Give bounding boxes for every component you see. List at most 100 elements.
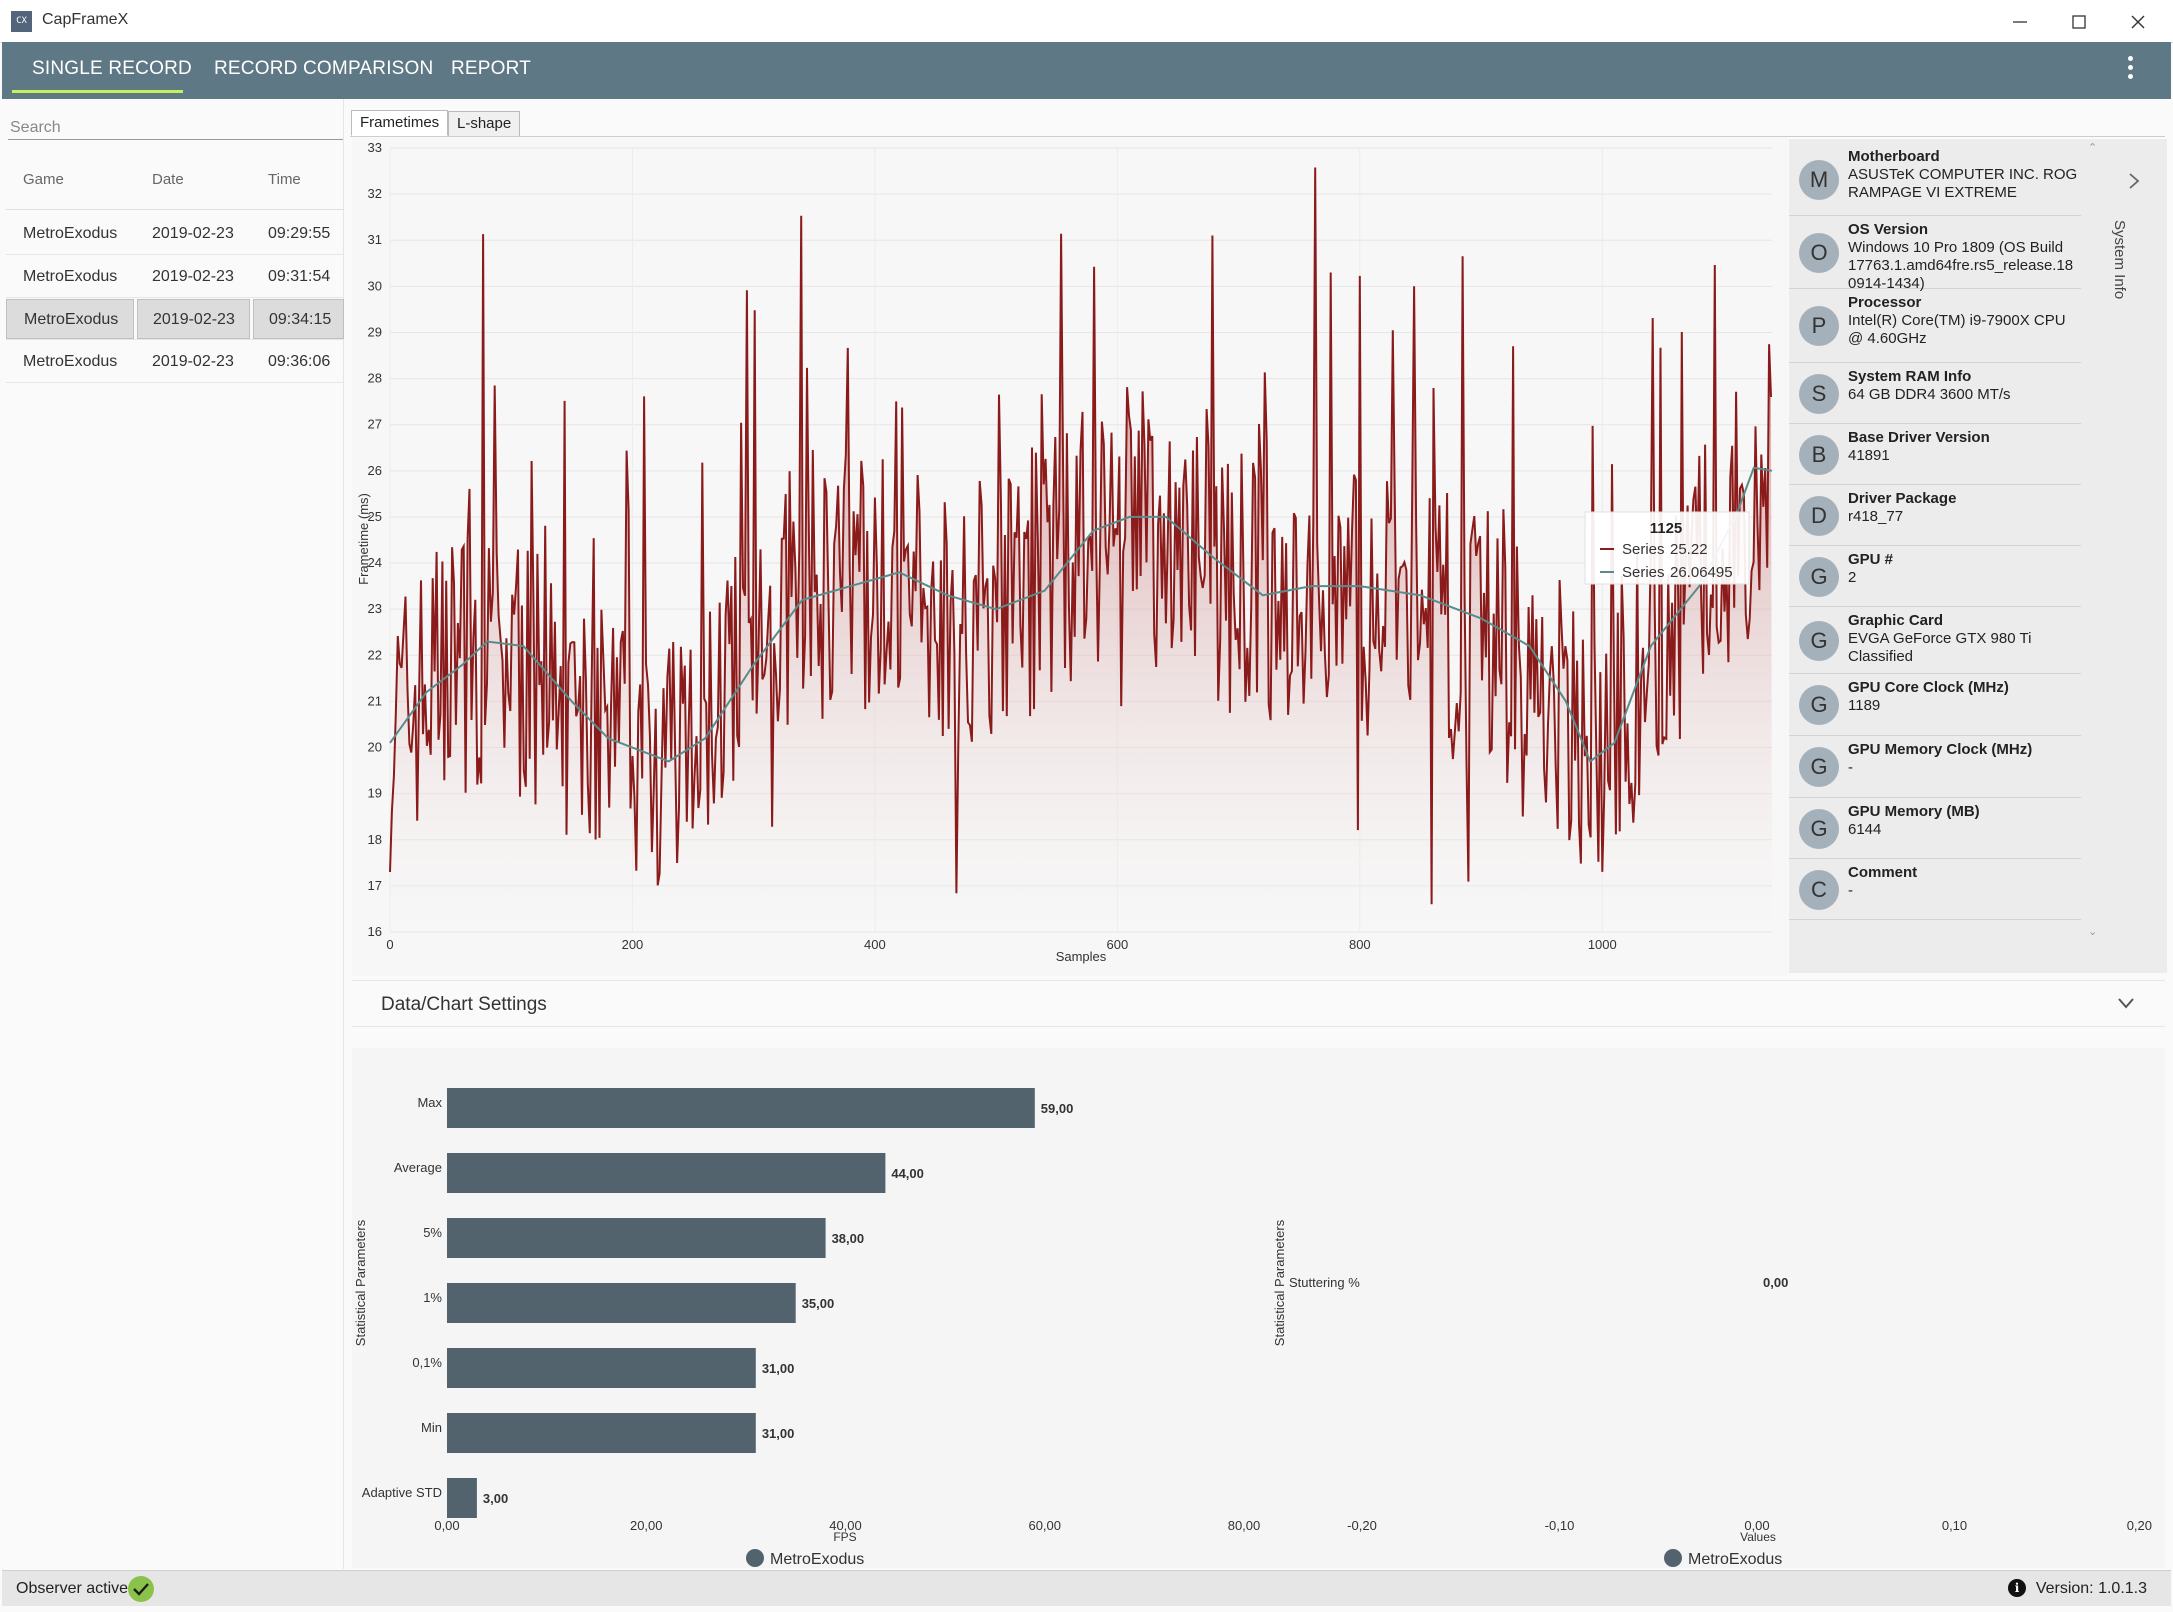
category-label: Min [421,1420,442,1435]
category-label: Average [394,1160,442,1175]
tooltip-title: 1125 [1650,520,1683,537]
tab-frametimes[interactable]: Frametimes [351,110,449,136]
system-info-value: EVGA GeForce GTX 980 Ti [1848,630,2032,647]
cell-date: 2019-02-23 [137,299,250,339]
x-tick-label: 1000 [1588,937,1617,952]
data-label: 59,00 [1041,1101,1074,1116]
legend-label: MetroExodus [1688,1551,1782,1568]
cell-time: 09:29:55 [268,225,331,242]
system-info-item: G GPU Memory Clock (MHz) - [1789,736,2081,798]
y-tick-label: 29 [368,324,382,339]
y-tick-label: 18 [368,832,382,847]
frametime-line [389,167,1772,905]
data-label: 3,00 [483,1491,508,1506]
system-info-value: 41891 [1848,447,1890,464]
table-row[interactable]: MetroExodus 2019-02-23 09:31:54 [6,257,344,298]
y-tick-label: 21 [368,693,382,708]
minimize-button[interactable] [1990,4,2050,40]
system-info-value: 64 GB DDR4 3600 MT/s [1848,386,2011,403]
x-tick-label: 0,20 [2127,1518,2152,1533]
system-info-value: 2 [1848,569,1857,586]
system-info-value: Classified [1848,648,1914,665]
system-info-panel: M Motherboard ASUSTeK COMPUTER INC. ROG RAM… [1789,139,2167,973]
system-info-toggle[interactable]: System Info [2111,220,2128,300]
column-header-time[interactable]: Time [268,171,301,188]
system-info-value: - [1848,882,1853,899]
x-tick-label: 20,00 [630,1518,663,1533]
y-tick-label: 22 [368,647,382,662]
system-info-item: M Motherboard ASUSTeK COMPUTER INC. ROG RAM… [1789,143,2081,216]
stutter-chart-y-label: Statistical Parameters [1272,1219,1287,1346]
table-row-selected[interactable]: MetroExodus 2019-02-23 09:34:15 [6,299,344,340]
chevron-right-icon[interactable] [2128,172,2140,195]
data-label: 44,00 [891,1166,924,1181]
bar [447,1088,1035,1128]
y-tick-label: 32 [368,186,382,201]
table-row[interactable]: MetroExodus 2019-02-23 09:29:55 [6,214,344,255]
x-axis-label: Samples [1056,949,1107,964]
chart-settings-expander[interactable]: Data/Chart Settings [352,980,2165,1027]
version-label: Version: 1.0.1.3 [2035,1580,2147,1597]
cell-time: 09:36:06 [268,353,331,370]
legend-swatch [746,1549,764,1567]
search-input[interactable]: Search [8,113,343,140]
y-tick-label: 33 [368,140,382,155]
avatar: G [1799,557,1839,597]
frametime-area [390,167,1772,932]
cell-date: 2019-02-23 [152,268,234,285]
fps-chart-x-label: FPS [833,1530,856,1544]
category-label: Stuttering % [1289,1275,1360,1290]
x-tick-label: 0,00 [434,1518,459,1533]
tab-l-shape[interactable]: L-shape [448,111,521,137]
close-icon [2131,15,2145,29]
bar [447,1153,886,1193]
chevron-down-icon[interactable] [2117,996,2135,1014]
tooltip-row-value: 25.22 [1670,541,1708,558]
x-tick-label: 40,00 [829,1518,862,1533]
more-vert-icon[interactable] [2125,56,2135,84]
tooltip-row-value: 26.06495 [1670,564,1733,581]
main-nav: SINGLE RECORD RECORD COMPARISON REPORT [2,42,2171,99]
x-tick-label: -0,10 [1545,1518,1575,1533]
legend-swatch [1664,1549,1682,1567]
bar [447,1478,477,1518]
column-header-date[interactable]: Date [152,171,184,188]
y-tick-label: 25 [368,509,382,524]
system-info-item: B Base Driver Version 41891 [1789,424,2081,485]
avatar: P [1799,306,1839,346]
avatar: S [1799,374,1839,414]
scroll-down-icon[interactable]: ⌄ [2088,926,2098,938]
system-info-title: Graphic Card [1848,612,1944,629]
cell-time: 09:34:15 [253,299,344,339]
tab-report[interactable]: REPORT [451,58,532,79]
cell-game: MetroExodus [6,299,134,339]
avatar: B [1799,435,1839,475]
avatar: M [1799,160,1839,200]
y-tick-label: 16 [368,924,382,939]
frametime-chart[interactable]: 16 17 18 19 20 21 22 23 24 25 26 27 28 29 30 31 32 33 0 20… [352,138,1788,976]
cell-game: MetroExodus [23,353,118,370]
x-tick-label: 0 [386,937,393,952]
close-button[interactable] [2108,4,2168,40]
system-info-item: G GPU #2 [1789,546,2081,607]
column-header-game[interactable]: Game [23,171,64,188]
frametime-chart-svg[interactable]: 16 17 18 19 20 21 22 23 24 25 26 27 28 29 30 31 32 33 0 20… [352,138,1788,976]
y-tick-label: 24 [368,555,382,570]
system-info-value: r418_77 [1848,508,1904,525]
y-tick-label: 17 [368,878,382,893]
tab-single-record[interactable]: SINGLE RECORD [32,58,192,79]
x-tick-label: 600 [1107,937,1129,952]
system-info-title: GPU Memory (MB) [1848,803,1980,820]
status-bar: Observer active: i Version: 1.0.1.3 [2,1570,2171,1606]
tab-record-comparison[interactable]: RECORD COMPARISON [214,58,434,79]
maximize-button[interactable] [2049,4,2109,40]
avatar: G [1799,685,1839,725]
app-icon: CX [11,11,32,32]
system-info-item: D Driver Package r418_77 [1789,485,2081,546]
info-icon[interactable]: i [2008,1579,2026,1597]
system-info-item: C Comment - [1789,859,2081,920]
category-label: 5% [423,1225,442,1240]
table-row[interactable]: MetroExodus 2019-02-23 09:36:06 [6,342,344,383]
avatar: G [1799,621,1839,661]
scroll-up-icon[interactable]: ⌃ [2088,142,2098,154]
